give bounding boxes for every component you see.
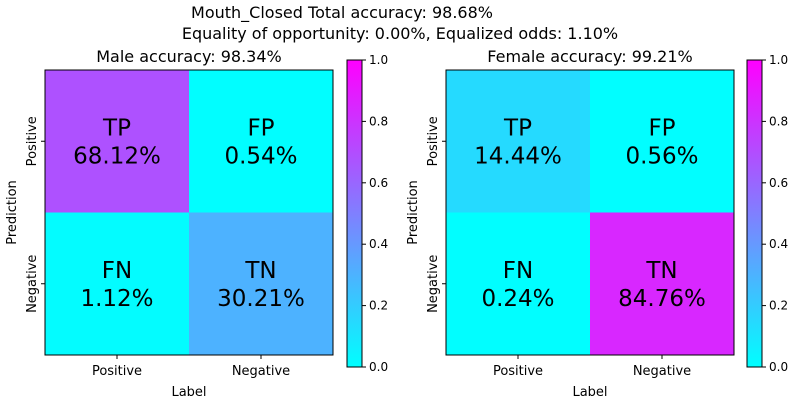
male-x-axis-label: Label (171, 385, 206, 400)
female-colorbar-tick-label: 0.4 (769, 237, 788, 251)
female-colorbar-tick-label: 0.6 (769, 176, 788, 190)
female-cell-fn-tag: FN (503, 258, 533, 284)
female-colorbar-tick-label: 0.2 (769, 299, 788, 313)
female-cell-tp-value: 14.44% (474, 143, 562, 169)
female-cell-fn (446, 212, 590, 355)
female-plot-frame (445, 69, 735, 356)
male-cell-fp-value: 0.54% (224, 143, 297, 169)
female-cell-tp (446, 70, 590, 213)
male-colorbar-tick-label: 0.0 (369, 360, 388, 374)
male-plot-frame (44, 69, 334, 356)
female-x-tick-label: Positive (493, 364, 543, 379)
male-cell-tp-value: 68.12% (73, 143, 161, 169)
male-colorbar (346, 59, 363, 368)
male-colorbar-tick-label: 0.8 (369, 114, 388, 128)
figure-title-line1: Mouth_Closed Total accuracy: 98.68% (191, 3, 493, 23)
figure-title-line2: Equality of opportunity: 0.00%, Equalize… (182, 24, 618, 43)
male-cell-tn-value: 30.21% (217, 286, 305, 312)
male-cell-tp-tag: TP (102, 115, 131, 141)
female-y-tick-label: Negative (426, 255, 441, 313)
male-colorbar-tick-label: 0.4 (369, 237, 388, 251)
female-y-axis-label: Prediction (406, 180, 421, 245)
male-y-axis-label: Prediction (5, 180, 20, 245)
male-cell-fp-tag: FP (247, 115, 274, 141)
male-confusion-matrix: Male accuracy: 98.34%TP68.12%FP0.54%FN1.… (5, 47, 388, 400)
male-y-tick-label: Negative (25, 255, 40, 313)
male-panel-title: Male accuracy: 98.34% (96, 47, 282, 66)
female-cell-tn (590, 212, 734, 355)
male-cell-tn-tag: TN (244, 258, 276, 284)
female-cell-fn-value: 0.24% (481, 286, 554, 312)
male-cell-fn-tag: FN (102, 258, 132, 284)
male-y-tick-label: Positive (25, 116, 40, 166)
female-cell-tp-tag: TP (503, 115, 532, 141)
female-cell-fp-tag: FP (648, 115, 675, 141)
male-cell-tp (45, 70, 189, 213)
male-x-tick-label: Negative (232, 364, 290, 379)
female-colorbar-tick-label: 0.0 (769, 360, 788, 374)
female-y-tick-label: Positive (426, 116, 441, 166)
male-cell-tn (189, 212, 333, 355)
female-x-axis-label: Label (572, 385, 607, 400)
male-cell-fp (189, 70, 333, 213)
female-cell-tn-value: 84.76% (618, 286, 706, 312)
male-colorbar-tick-label: 0.6 (369, 176, 388, 190)
female-panel-title: Female accuracy: 99.21% (487, 47, 692, 66)
male-colorbar-tick-label: 0.2 (369, 299, 388, 313)
female-colorbar (746, 59, 763, 368)
female-cell-fp-value: 0.56% (625, 143, 698, 169)
female-cell-fp (590, 70, 734, 213)
female-x-tick-label: Negative (633, 364, 691, 379)
female-colorbar-tick-label: 0.8 (769, 114, 788, 128)
male-x-tick-label: Positive (92, 364, 142, 379)
male-cell-fn (45, 212, 189, 355)
female-cell-tn-tag: TN (645, 258, 677, 284)
male-colorbar-tick-label: 1.0 (369, 53, 388, 67)
male-cell-fn-value: 1.12% (80, 286, 153, 312)
female-colorbar-tick-label: 1.0 (769, 53, 788, 67)
